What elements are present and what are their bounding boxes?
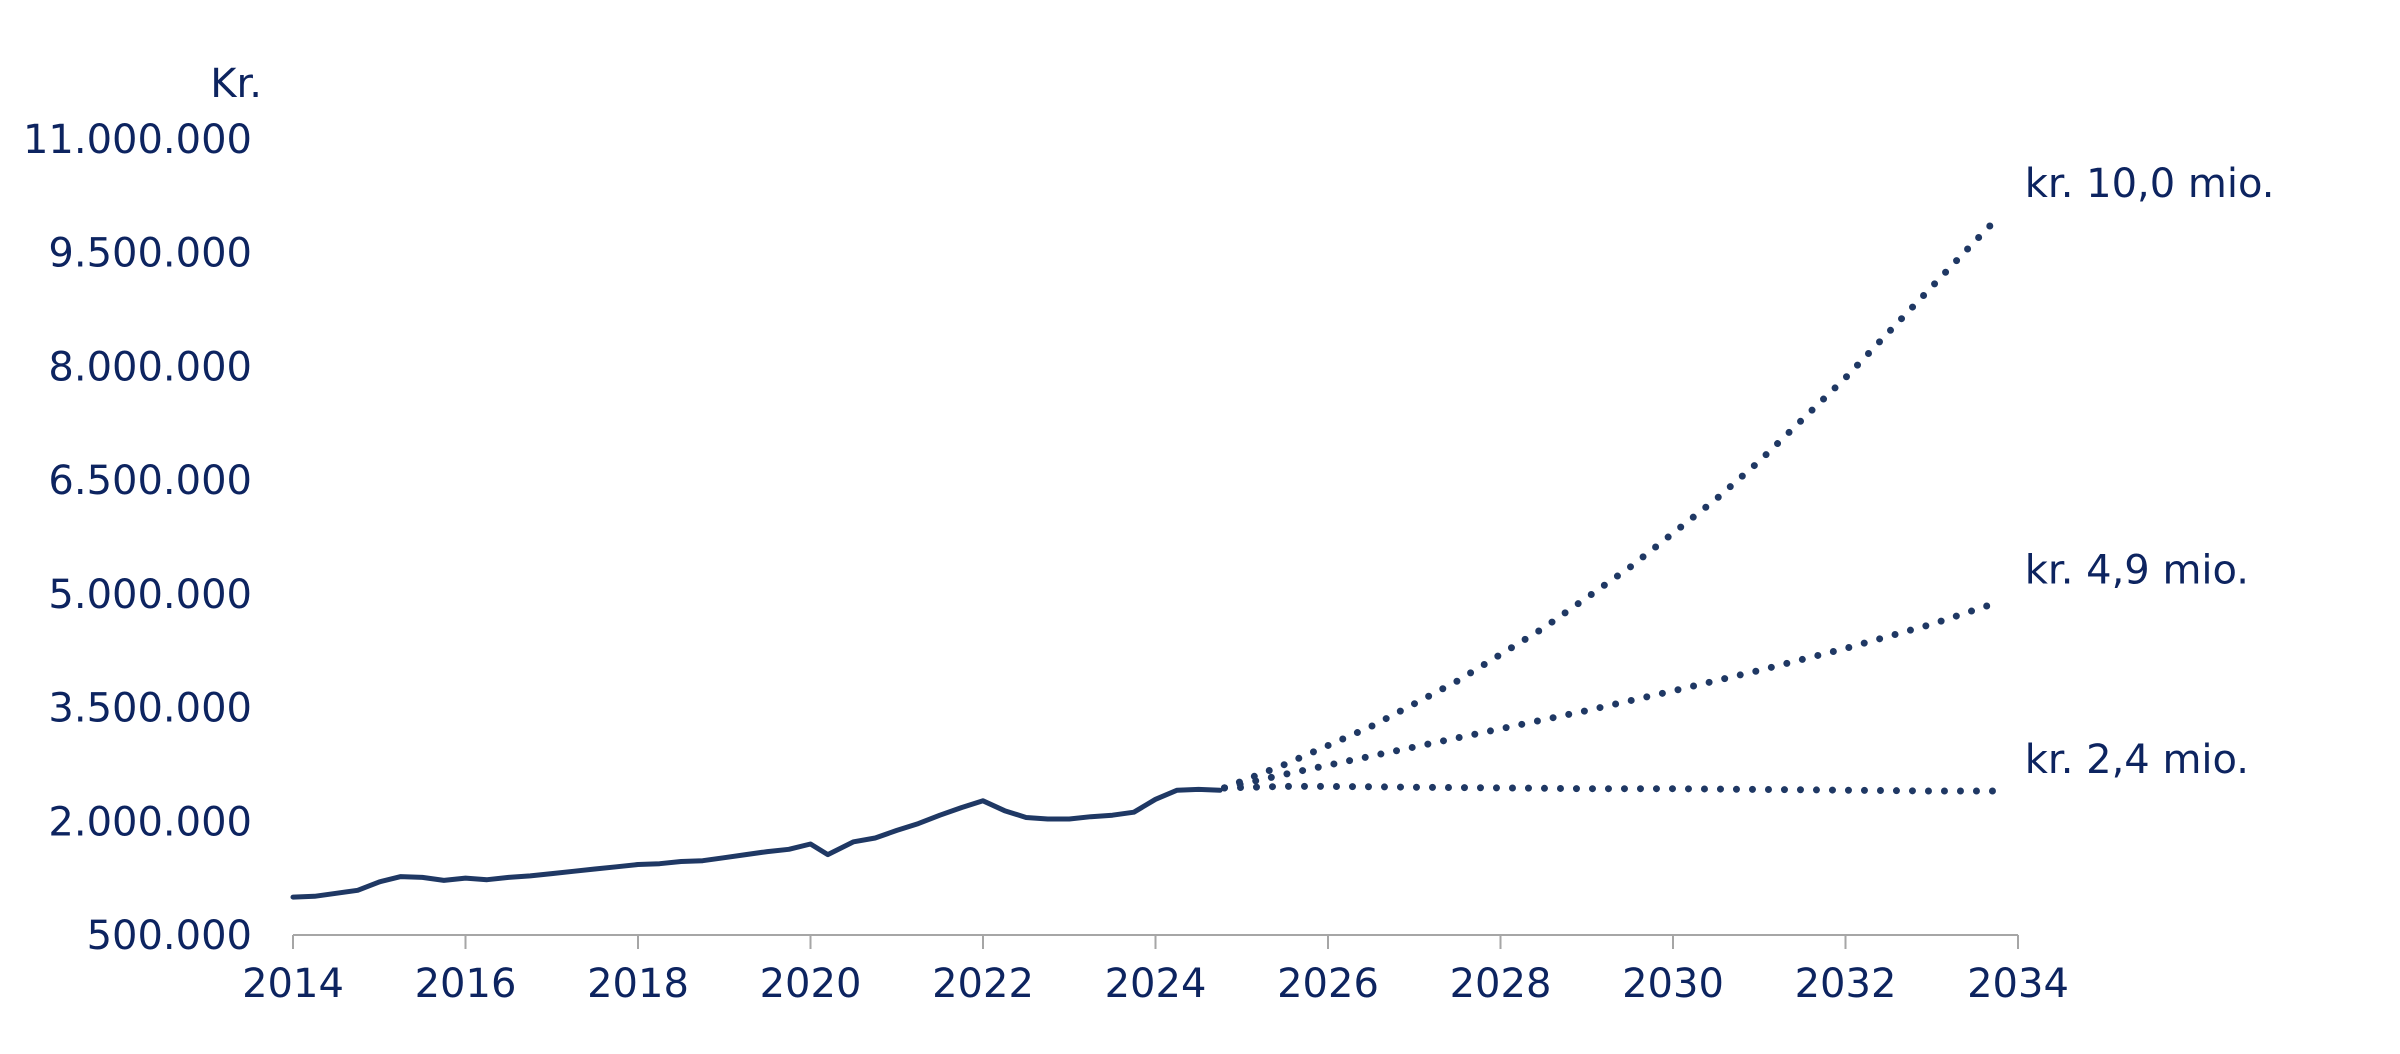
x-tick-label: 2020 <box>760 961 862 1007</box>
y-tick-label: 11.000.000 <box>23 117 252 163</box>
x-tick-label: 2018 <box>587 961 689 1007</box>
y-unit-label: Kr. <box>210 61 262 107</box>
y-tick-label: 6.500.000 <box>48 458 252 504</box>
scenario-end-label: kr. 10,0 mio. <box>2025 161 2275 207</box>
x-tick-label: 2014 <box>242 961 344 1007</box>
y-tick-label: 500.000 <box>87 913 252 959</box>
series-layer <box>290 211 2005 900</box>
x-tick-label: 2024 <box>1105 961 1207 1007</box>
x-tick-label: 2034 <box>1967 961 2069 1007</box>
x-tick-label: 2016 <box>415 961 517 1007</box>
y-tick-label: 3.500.000 <box>48 686 252 732</box>
y-tick-label: 9.500.000 <box>48 231 252 277</box>
scenario-end-label: kr. 4,9 mio. <box>2025 547 2249 593</box>
x-tick-label: 2032 <box>1795 961 1897 1007</box>
y-tick-label: 2.000.000 <box>48 799 252 845</box>
labels-layer: 2014 2016 2018 2020 2022 2024 2026 2028 2030 2032… <box>23 61 2275 1007</box>
x-tick-label: 2022 <box>932 961 1034 1007</box>
scenario-end-label: kr. 2,4 mio. <box>2025 737 2249 783</box>
scenario-series-line <box>1221 597 2005 792</box>
y-tick-label: 5.000.000 <box>48 572 252 618</box>
x-tick-label: 2026 <box>1277 961 1379 1007</box>
x-tick-label: 2028 <box>1450 961 1552 1007</box>
y-tick-label: 8.000.000 <box>48 344 252 390</box>
axes-layer <box>292 934 2019 949</box>
x-tick-label: 2030 <box>1622 961 1724 1007</box>
scenario-series-line <box>1221 782 2005 795</box>
scenario-series-line <box>1221 211 2005 792</box>
historical-series-line <box>290 786 1223 900</box>
